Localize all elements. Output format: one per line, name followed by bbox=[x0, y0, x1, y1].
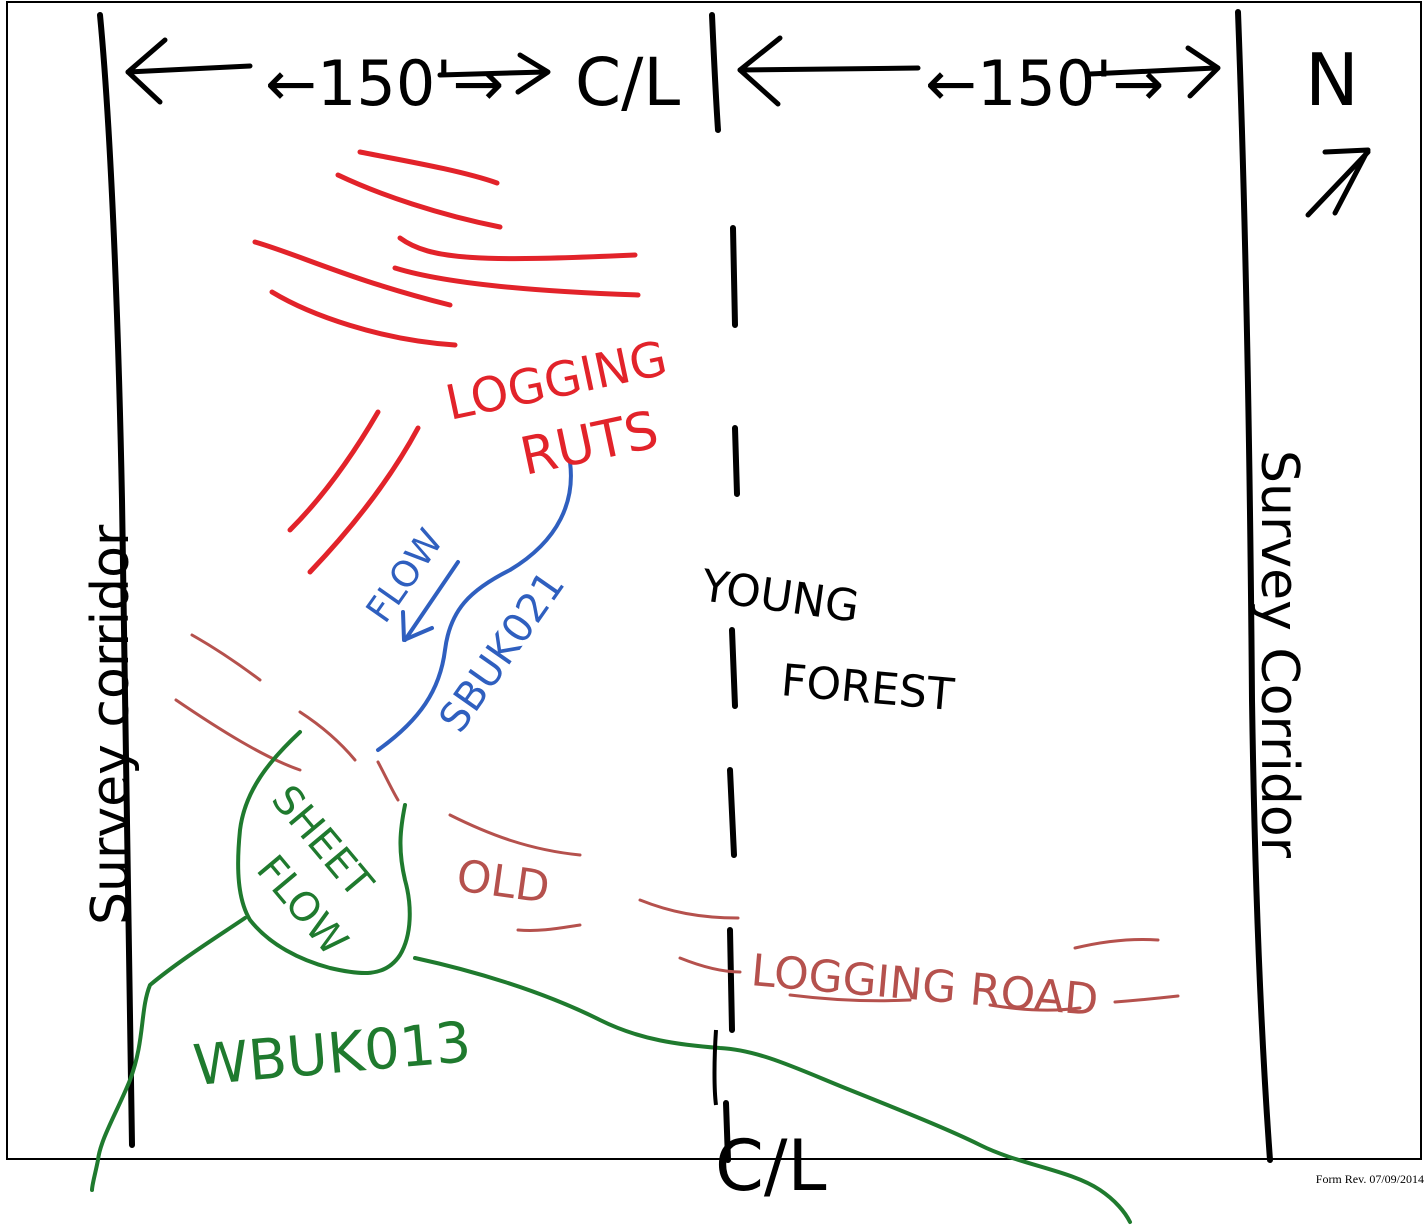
north-label: N bbox=[1305, 38, 1359, 122]
map-frame bbox=[6, 1, 1422, 1160]
top-left-dimension: ←150'→ bbox=[265, 47, 504, 120]
stream-sbuk021 bbox=[376, 460, 573, 752]
left-corridor-boundary bbox=[97, 12, 135, 1148]
north-arrow-icon bbox=[1305, 147, 1371, 218]
centerline-label-top: C/L bbox=[575, 44, 680, 121]
dimension-arrows bbox=[125, 35, 1221, 107]
centerline-label-bottom: C/L bbox=[715, 1125, 826, 1207]
corridor-label-left: Survey corridor bbox=[81, 524, 141, 925]
stream-id-label: SBUK021 bbox=[431, 563, 575, 741]
wetland-id-label: WBUK013 bbox=[191, 1010, 474, 1099]
form-revision-footer: Form Rev. 07/09/2014 bbox=[1315, 1172, 1424, 1186]
old-logging-road bbox=[174, 633, 1180, 1012]
wetland-wbuk013 bbox=[90, 730, 1132, 1224]
logging-road-label: LOGGING ROAD bbox=[749, 945, 1100, 1026]
top-right-dimension: ←150'→ bbox=[925, 47, 1164, 120]
centerline-crossing bbox=[712, 1029, 718, 1106]
flow-label: FLOW bbox=[359, 522, 452, 630]
logging-ruts bbox=[252, 149, 641, 575]
old-label: OLD bbox=[453, 850, 552, 913]
centerline-top-segment bbox=[709, 12, 721, 133]
young-forest-label-line2: FOREST bbox=[779, 655, 956, 721]
centerline-dashed bbox=[723, 225, 740, 1163]
right-corridor-boundary bbox=[1235, 9, 1273, 1163]
corridor-label-right: Survey Corridor bbox=[1249, 450, 1309, 859]
young-forest-label-line1: YOUNG bbox=[697, 560, 862, 633]
